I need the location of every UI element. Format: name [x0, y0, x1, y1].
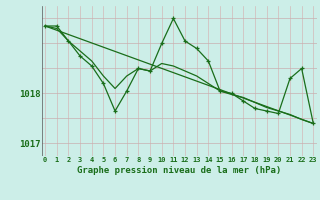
X-axis label: Graphe pression niveau de la mer (hPa): Graphe pression niveau de la mer (hPa) — [77, 166, 281, 175]
